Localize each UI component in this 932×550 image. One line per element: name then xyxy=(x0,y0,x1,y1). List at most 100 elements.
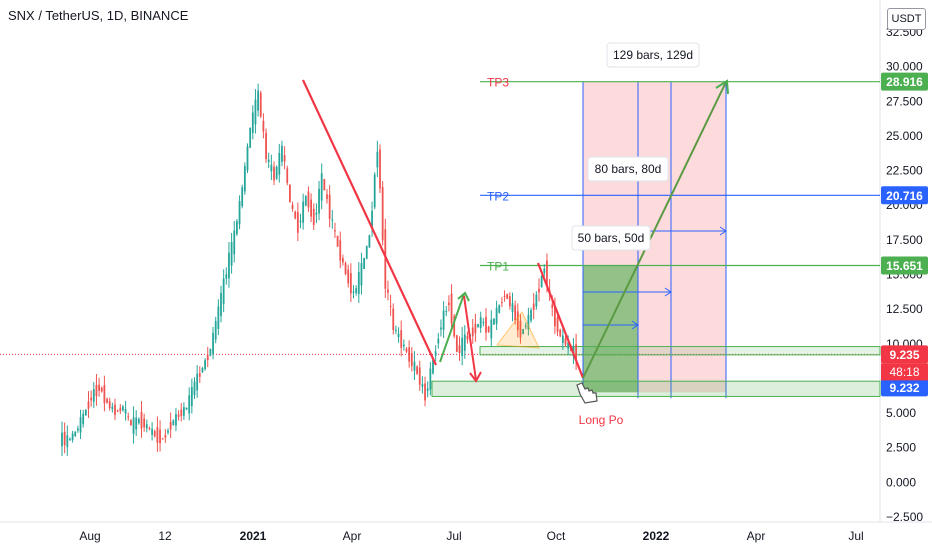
candle-body xyxy=(241,187,244,207)
candle-body xyxy=(318,188,320,214)
candle-body xyxy=(84,409,87,416)
candle-body xyxy=(508,296,511,307)
candle-body xyxy=(103,385,106,404)
y-tick-label: 0.000 xyxy=(886,475,916,489)
candle-body xyxy=(516,311,519,331)
candle-body xyxy=(437,338,440,344)
candle-body xyxy=(463,334,466,351)
candle-body xyxy=(140,411,143,429)
candle-body xyxy=(405,348,408,352)
candle-body xyxy=(233,230,236,255)
candle-body xyxy=(100,387,103,392)
x-tick-label: Apr xyxy=(747,529,766,543)
candle-body xyxy=(355,288,358,293)
candle-body xyxy=(442,310,445,330)
candle-body xyxy=(445,310,448,312)
candle-body xyxy=(209,349,212,356)
support-band xyxy=(431,380,881,397)
candle-body xyxy=(79,417,82,433)
y-tick-label: 12.500 xyxy=(886,302,923,316)
long-position-label: Long Po xyxy=(579,413,624,427)
candle-body xyxy=(69,438,71,440)
candle-body xyxy=(349,273,352,294)
candle-body xyxy=(453,316,456,337)
candle-body xyxy=(87,401,90,409)
candle-body xyxy=(400,330,403,348)
candle-body xyxy=(408,347,411,362)
y-tick-label: −2.500 xyxy=(886,510,923,524)
candle-body xyxy=(114,404,116,415)
candle-body xyxy=(426,388,429,392)
candle-body xyxy=(387,289,389,293)
candle-body xyxy=(527,314,530,330)
candle-body xyxy=(363,257,365,269)
candle-body xyxy=(82,413,85,425)
candle-body xyxy=(450,293,453,324)
y-tick-label: 17.500 xyxy=(886,233,923,247)
candle-body xyxy=(360,263,363,286)
candle-body xyxy=(506,293,509,300)
measure-arrowhead xyxy=(719,226,727,236)
candle-body xyxy=(389,305,392,307)
candle-body xyxy=(402,344,405,347)
y-tick-label: 22.500 xyxy=(886,164,923,178)
price-tag xyxy=(881,378,928,397)
candle-body xyxy=(410,353,413,367)
candle-body xyxy=(501,302,503,304)
candle-body xyxy=(490,319,493,339)
price-tag xyxy=(881,256,928,275)
candle-body xyxy=(156,427,159,443)
candle-body xyxy=(485,317,487,333)
candle-body xyxy=(551,304,554,309)
candle-body xyxy=(559,329,562,337)
resistance-band xyxy=(479,346,881,356)
candle-body xyxy=(312,208,315,225)
candle-body xyxy=(479,317,482,329)
x-tick-label: Apr xyxy=(343,529,362,543)
x-tick-label: Jul xyxy=(446,529,461,543)
candle-body xyxy=(289,184,291,203)
candle-body xyxy=(471,327,474,337)
candle-body xyxy=(307,191,310,208)
candle-body xyxy=(395,329,397,331)
candle-body xyxy=(161,438,164,440)
downtrend-line xyxy=(302,79,437,366)
candle-body xyxy=(357,272,360,295)
candle-body xyxy=(172,420,175,425)
x-tick-label: Oct xyxy=(547,529,566,543)
candle-body xyxy=(564,338,567,345)
candle-body xyxy=(257,90,259,111)
candle-body xyxy=(196,373,199,391)
candle-body xyxy=(339,240,342,261)
candle-body xyxy=(543,268,546,274)
candle-body xyxy=(63,431,66,446)
countdown-label: 48:18 xyxy=(889,365,919,379)
candle-body xyxy=(143,418,146,428)
candle-body xyxy=(108,400,111,408)
candle-body xyxy=(273,166,275,181)
candle-body xyxy=(466,336,469,340)
candle-body xyxy=(546,260,548,286)
candle-body xyxy=(429,368,432,390)
candle-body xyxy=(283,155,286,162)
y-tick-label: 30.000 xyxy=(886,60,923,74)
candle-body xyxy=(323,179,326,191)
x-tick-label: Aug xyxy=(79,529,100,543)
candle-body xyxy=(220,293,222,317)
candle-body xyxy=(373,174,376,208)
candle-body xyxy=(270,164,273,172)
candle-body xyxy=(294,211,297,219)
y-tick-label: 2.500 xyxy=(886,441,916,455)
impulse-up xyxy=(439,293,465,363)
unit-selector[interactable]: USDT xyxy=(887,8,926,30)
candle-body xyxy=(259,92,262,117)
candle-body xyxy=(575,344,577,361)
candle-body xyxy=(432,359,434,374)
measure-callout xyxy=(587,156,669,182)
price-tag-label: 9.232 xyxy=(889,381,919,395)
candle-body xyxy=(212,332,214,354)
candle-body xyxy=(376,151,379,168)
candle-body xyxy=(230,242,233,266)
